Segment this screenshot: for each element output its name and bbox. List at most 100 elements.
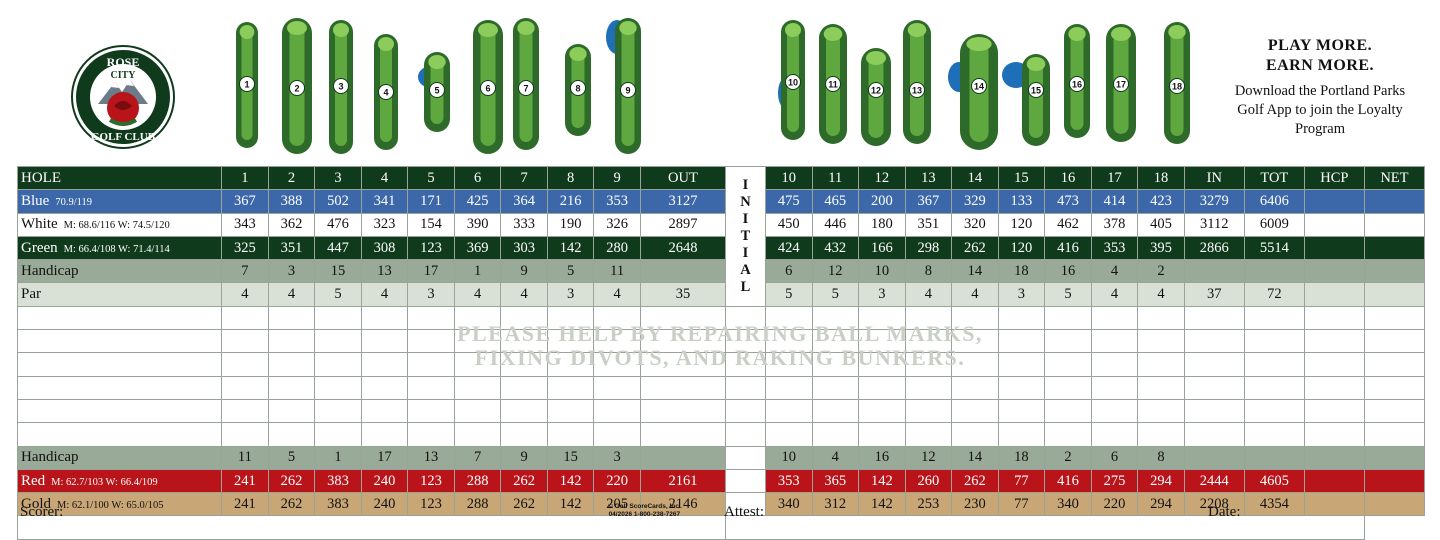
score-cell[interactable] (314, 422, 362, 447)
attest-cell[interactable] (724, 515, 1365, 540)
mens-handicap-row-net[interactable] (1363, 259, 1426, 284)
red-tee-row-hcp[interactable] (1303, 468, 1365, 494)
score-cell[interactable] (1303, 398, 1365, 424)
score-cell[interactable] (997, 305, 1046, 331)
score-cell[interactable] (904, 422, 953, 447)
score-cell[interactable] (1044, 375, 1092, 400)
score-cell[interactable] (811, 352, 860, 377)
red-tee-row-net[interactable] (1363, 468, 1426, 494)
score-cell[interactable] (904, 375, 953, 400)
score-cell[interactable] (407, 305, 455, 331)
score-cell[interactable] (904, 329, 953, 354)
score-cell[interactable] (764, 375, 813, 400)
score-cell[interactable] (858, 398, 906, 424)
score-cell[interactable] (904, 352, 953, 377)
score-cell[interactable] (764, 305, 813, 331)
score-cell[interactable] (951, 352, 999, 377)
score-cell[interactable] (858, 352, 906, 377)
green-tee-row-hcp[interactable] (1303, 235, 1365, 261)
score-cell[interactable] (1137, 329, 1185, 354)
score-cell[interactable] (858, 375, 906, 400)
score-cell[interactable] (1303, 422, 1365, 447)
score-cell[interactable] (1363, 375, 1426, 400)
player-name-cell[interactable] (16, 375, 223, 400)
score-cell[interactable] (267, 329, 316, 354)
score-cell[interactable] (314, 305, 362, 331)
white-tee-row-hcp[interactable] (1303, 212, 1365, 237)
score-cell[interactable] (764, 422, 813, 447)
score-cell[interactable] (1137, 305, 1185, 331)
scorer-cell[interactable] (17, 515, 726, 540)
blue-tee-row-net[interactable] (1363, 189, 1426, 214)
score-cell[interactable] (639, 398, 726, 424)
score-cell[interactable] (1363, 329, 1426, 354)
score-cell[interactable] (639, 305, 726, 331)
score-cell[interactable] (453, 352, 502, 377)
score-cell[interactable] (267, 305, 316, 331)
score-cell[interactable] (1243, 398, 1305, 424)
score-cell[interactable] (1090, 352, 1139, 377)
player-name-cell[interactable] (16, 305, 223, 331)
score-cell[interactable] (453, 329, 502, 354)
score-cell[interactable] (1183, 352, 1245, 377)
score-cell[interactable] (764, 398, 813, 424)
player-name-cell[interactable] (16, 398, 223, 424)
initial-cell[interactable] (724, 329, 766, 354)
score-cell[interactable] (1044, 352, 1092, 377)
green-tee-row-net[interactable] (1363, 235, 1426, 261)
initial-cell[interactable] (724, 375, 766, 400)
score-cell[interactable] (1090, 305, 1139, 331)
score-cell[interactable] (360, 422, 409, 447)
score-cell[interactable] (1303, 352, 1365, 377)
score-cell[interactable] (639, 352, 726, 377)
par-row-net[interactable] (1363, 282, 1426, 307)
gold-tee-row-hcp[interactable] (1303, 492, 1365, 517)
score-cell[interactable] (951, 422, 999, 447)
white-tee-row-net[interactable] (1363, 212, 1426, 237)
player-name-cell[interactable] (16, 422, 223, 447)
score-cell[interactable] (1044, 398, 1092, 424)
score-cell[interactable] (546, 352, 595, 377)
score-cell[interactable] (997, 375, 1046, 400)
score-cell[interactable] (407, 398, 455, 424)
score-cell[interactable] (1137, 375, 1185, 400)
score-cell[interactable] (407, 375, 455, 400)
score-cell[interactable] (453, 422, 502, 447)
score-cell[interactable] (997, 329, 1046, 354)
score-cell[interactable] (360, 329, 409, 354)
initial-cell[interactable] (724, 305, 766, 331)
score-cell[interactable] (314, 329, 362, 354)
score-cell[interactable] (811, 329, 860, 354)
score-cell[interactable] (1044, 305, 1092, 331)
score-cell[interactable] (1303, 329, 1365, 354)
score-cell[interactable] (546, 375, 595, 400)
score-cell[interactable] (500, 305, 548, 331)
score-cell[interactable] (267, 422, 316, 447)
score-cell[interactable] (360, 352, 409, 377)
score-cell[interactable] (221, 398, 269, 424)
score-cell[interactable] (997, 352, 1046, 377)
score-cell[interactable] (593, 398, 641, 424)
score-cell[interactable] (1044, 329, 1092, 354)
score-cell[interactable] (811, 305, 860, 331)
gold-tee-row-net[interactable] (1363, 492, 1426, 517)
par-row-hcp[interactable] (1303, 282, 1365, 307)
score-cell[interactable] (639, 422, 726, 447)
score-cell[interactable] (546, 329, 595, 354)
score-cell[interactable] (546, 305, 595, 331)
score-cell[interactable] (1183, 375, 1245, 400)
score-cell[interactable] (997, 398, 1046, 424)
score-cell[interactable] (500, 352, 548, 377)
score-cell[interactable] (1137, 352, 1185, 377)
score-cell[interactable] (1090, 422, 1139, 447)
score-cell[interactable] (858, 422, 906, 447)
score-cell[interactable] (1090, 398, 1139, 424)
score-cell[interactable] (811, 375, 860, 400)
score-cell[interactable] (407, 329, 455, 354)
score-cell[interactable] (593, 352, 641, 377)
score-cell[interactable] (904, 305, 953, 331)
score-cell[interactable] (1183, 398, 1245, 424)
score-cell[interactable] (858, 329, 906, 354)
score-cell[interactable] (1044, 422, 1092, 447)
score-cell[interactable] (951, 375, 999, 400)
